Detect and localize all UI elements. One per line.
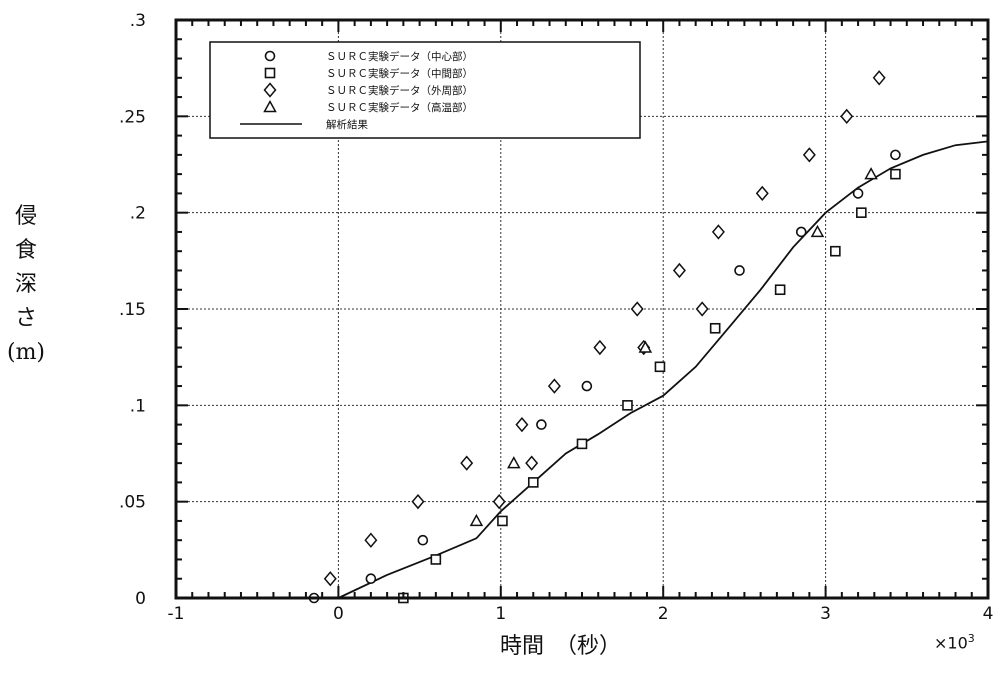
analysis-curve — [338, 140, 989, 599]
data-point-circle — [417, 534, 429, 546]
data-point-diamond — [872, 70, 886, 86]
y-axis-label-char: さ — [14, 306, 37, 331]
x-multiplier-base: ×10 — [934, 633, 968, 653]
data-point-square — [497, 515, 508, 527]
data-point-diamond — [630, 301, 644, 317]
y-axis-label-char: 深 — [14, 272, 37, 297]
legend-label: ＳＵＲＣ実験データ（中心部） — [326, 50, 473, 63]
markers-group — [308, 70, 901, 604]
data-point-triangle — [638, 340, 653, 353]
x-tick-label: 4 — [983, 604, 994, 624]
analysis-curve-group — [338, 140, 989, 599]
data-point-diamond — [593, 339, 607, 356]
y-axis-label-char: (m) — [6, 340, 46, 365]
legend-marker-diamond — [263, 82, 277, 98]
data-point-circle — [365, 573, 377, 585]
y-axis-label-text: 侵食深さ (m) — [6, 200, 46, 370]
legend: ＳＵＲＣ実験データ（中心部） ＳＵＲＣ実験データ（中間部） ＳＵＲＣ実験データ（外周… — [209, 41, 641, 139]
data-point-diamond — [492, 494, 506, 510]
data-point-circle — [581, 380, 593, 392]
data-point-diamond — [364, 532, 378, 548]
data-point-diamond — [323, 571, 337, 587]
data-point-circle — [795, 226, 807, 238]
legend-label: 解析結果 — [326, 118, 368, 131]
data-point-square — [709, 322, 721, 334]
legend-label: ＳＵＲＣ実験データ（外周部） — [326, 84, 473, 97]
data-point-triangle — [864, 167, 878, 180]
y-tick-label: .2 — [130, 204, 146, 224]
legend-label: ＳＵＲＣ実験データ（中間部） — [326, 67, 473, 80]
x-axis-label: 時間 （秒） — [500, 634, 622, 659]
data-point-diamond — [840, 108, 854, 124]
y-tick-label: .3 — [130, 11, 146, 31]
data-point-square — [890, 168, 901, 180]
legend-marker-triangle — [263, 99, 277, 113]
x-tick-label: 2 — [658, 604, 669, 624]
y-tick-label: .05 — [119, 493, 146, 513]
data-point-diamond — [515, 416, 529, 433]
data-point-triangle — [810, 224, 825, 238]
y-tick-label: .1 — [130, 396, 146, 416]
x-tick-label: 1 — [495, 604, 506, 624]
data-point-diamond — [695, 301, 709, 317]
data-point-diamond — [525, 455, 539, 471]
y-axis-label-char: 食 — [14, 238, 37, 263]
y-tick-label: 0 — [135, 589, 146, 609]
data-point-diamond — [547, 378, 561, 394]
data-point-square — [430, 554, 442, 565]
data-point-square — [622, 400, 633, 411]
y-axis-label-char: 侵 — [14, 204, 37, 229]
x-axis-multiplier: ×103 — [934, 632, 975, 652]
data-point-circle — [890, 149, 901, 161]
ticks-group — [175, 19, 989, 599]
data-point-diamond — [411, 494, 425, 510]
y-axis-label: 侵食深さ (m) — [6, 200, 46, 370]
data-point-diamond — [711, 224, 725, 240]
data-point-circle — [734, 265, 745, 276]
legend-label: ＳＵＲＣ実験データ（高温部） — [326, 101, 473, 114]
data-point-diamond — [460, 455, 474, 471]
data-point-square — [576, 438, 588, 450]
data-point-diamond — [672, 262, 686, 279]
x-tick-label: 0 — [333, 604, 344, 624]
y-tick-label: .25 — [119, 107, 146, 127]
y-tick-label: .15 — [119, 300, 146, 320]
data-point-diamond — [802, 147, 816, 163]
data-point-square — [830, 245, 841, 257]
data-point-square — [856, 207, 867, 218]
legend-marker-circle — [264, 50, 276, 62]
data-point-triangle — [469, 513, 484, 527]
x-multiplier-exponent: 3 — [967, 632, 975, 645]
x-tick-label: 3 — [820, 604, 831, 624]
tick-labels-group: -1 0 1 2 3 4 0 .05 .1 .15 .2 .25 .3 — [119, 11, 993, 624]
data-point-diamond — [755, 185, 769, 202]
data-point-circle — [536, 419, 547, 430]
legend-marker-square — [264, 67, 276, 79]
data-point-circle — [852, 188, 864, 199]
legend-box — [209, 41, 641, 139]
data-point-square — [654, 361, 666, 373]
data-point-triangle — [507, 456, 521, 469]
data-point-square — [774, 284, 786, 296]
x-tick-label: -1 — [168, 604, 185, 624]
data-point-square — [527, 477, 539, 488]
